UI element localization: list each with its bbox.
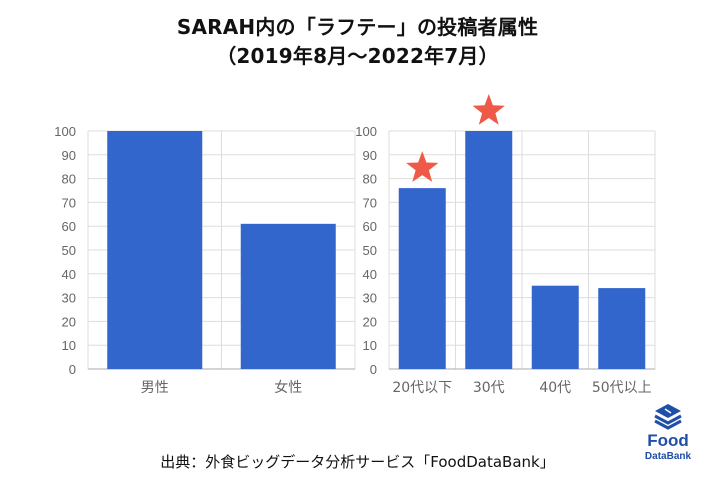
- y-tick-label: 50: [62, 243, 76, 258]
- databank-logo-icon: [654, 404, 682, 430]
- y-tick-label: 40: [62, 267, 76, 282]
- y-tick-label: 30: [62, 291, 76, 306]
- y-tick-label: 10: [363, 338, 377, 353]
- highlight-star-icon: [406, 151, 439, 182]
- y-tick-label: 70: [363, 195, 377, 210]
- bar: [465, 131, 513, 369]
- x-category-label: 40代: [539, 380, 571, 396]
- x-category-label: 50代以上: [592, 380, 652, 396]
- y-tick-label: 90: [62, 148, 76, 163]
- logo-word-databank: DataBank: [644, 451, 692, 462]
- y-tick-label: 100: [54, 124, 76, 139]
- y-tick-label: 0: [69, 362, 76, 377]
- y-tick-label: 80: [62, 172, 76, 187]
- bar: [107, 131, 203, 369]
- bar: [240, 223, 336, 369]
- source-caption: 出典：外食ビッグデータ分析サービス「FoodDataBank」: [160, 453, 555, 471]
- chart-title: SARAH内の「ラフテー」の投稿者属性: [176, 15, 539, 39]
- x-category-label: 30代: [473, 380, 505, 396]
- fooddatabank-logo: Food DataBank: [637, 403, 699, 469]
- x-category-label: 男性: [141, 380, 169, 396]
- y-tick-label: 90: [363, 148, 377, 163]
- gender-chart: 0 10 20 30 40 50 60 70 80 90 100 男性 女性: [54, 124, 356, 396]
- y-tick-label: 100: [355, 124, 377, 139]
- y-tick-label: 60: [363, 219, 377, 234]
- y-tick-label: 10: [62, 338, 76, 353]
- y-tick-label: 20: [363, 314, 377, 329]
- bar: [531, 285, 579, 369]
- y-tick-label: 60: [62, 219, 76, 234]
- bar: [598, 288, 646, 369]
- y-tick-label: 20: [62, 314, 76, 329]
- y-tick-label: 40: [363, 267, 377, 282]
- y-tick-label: 70: [62, 195, 76, 210]
- x-category-label: 女性: [274, 379, 302, 396]
- chart-subtitle: （2019年8月〜2022年7月）: [216, 44, 499, 68]
- logo-word-food: Food: [647, 431, 689, 450]
- y-tick-label: 50: [363, 243, 377, 258]
- y-tick-label: 30: [363, 291, 377, 306]
- highlight-star-icon: [472, 94, 505, 125]
- y-tick-label: 80: [363, 172, 377, 187]
- x-category-label: 20代以下: [392, 380, 452, 396]
- bar: [398, 188, 446, 369]
- y-tick-label: 0: [370, 362, 377, 377]
- age-chart: 0 10 20 30 40 50 60 70 80 90 100 20代以下 30代 40代 50代以上: [355, 94, 656, 396]
